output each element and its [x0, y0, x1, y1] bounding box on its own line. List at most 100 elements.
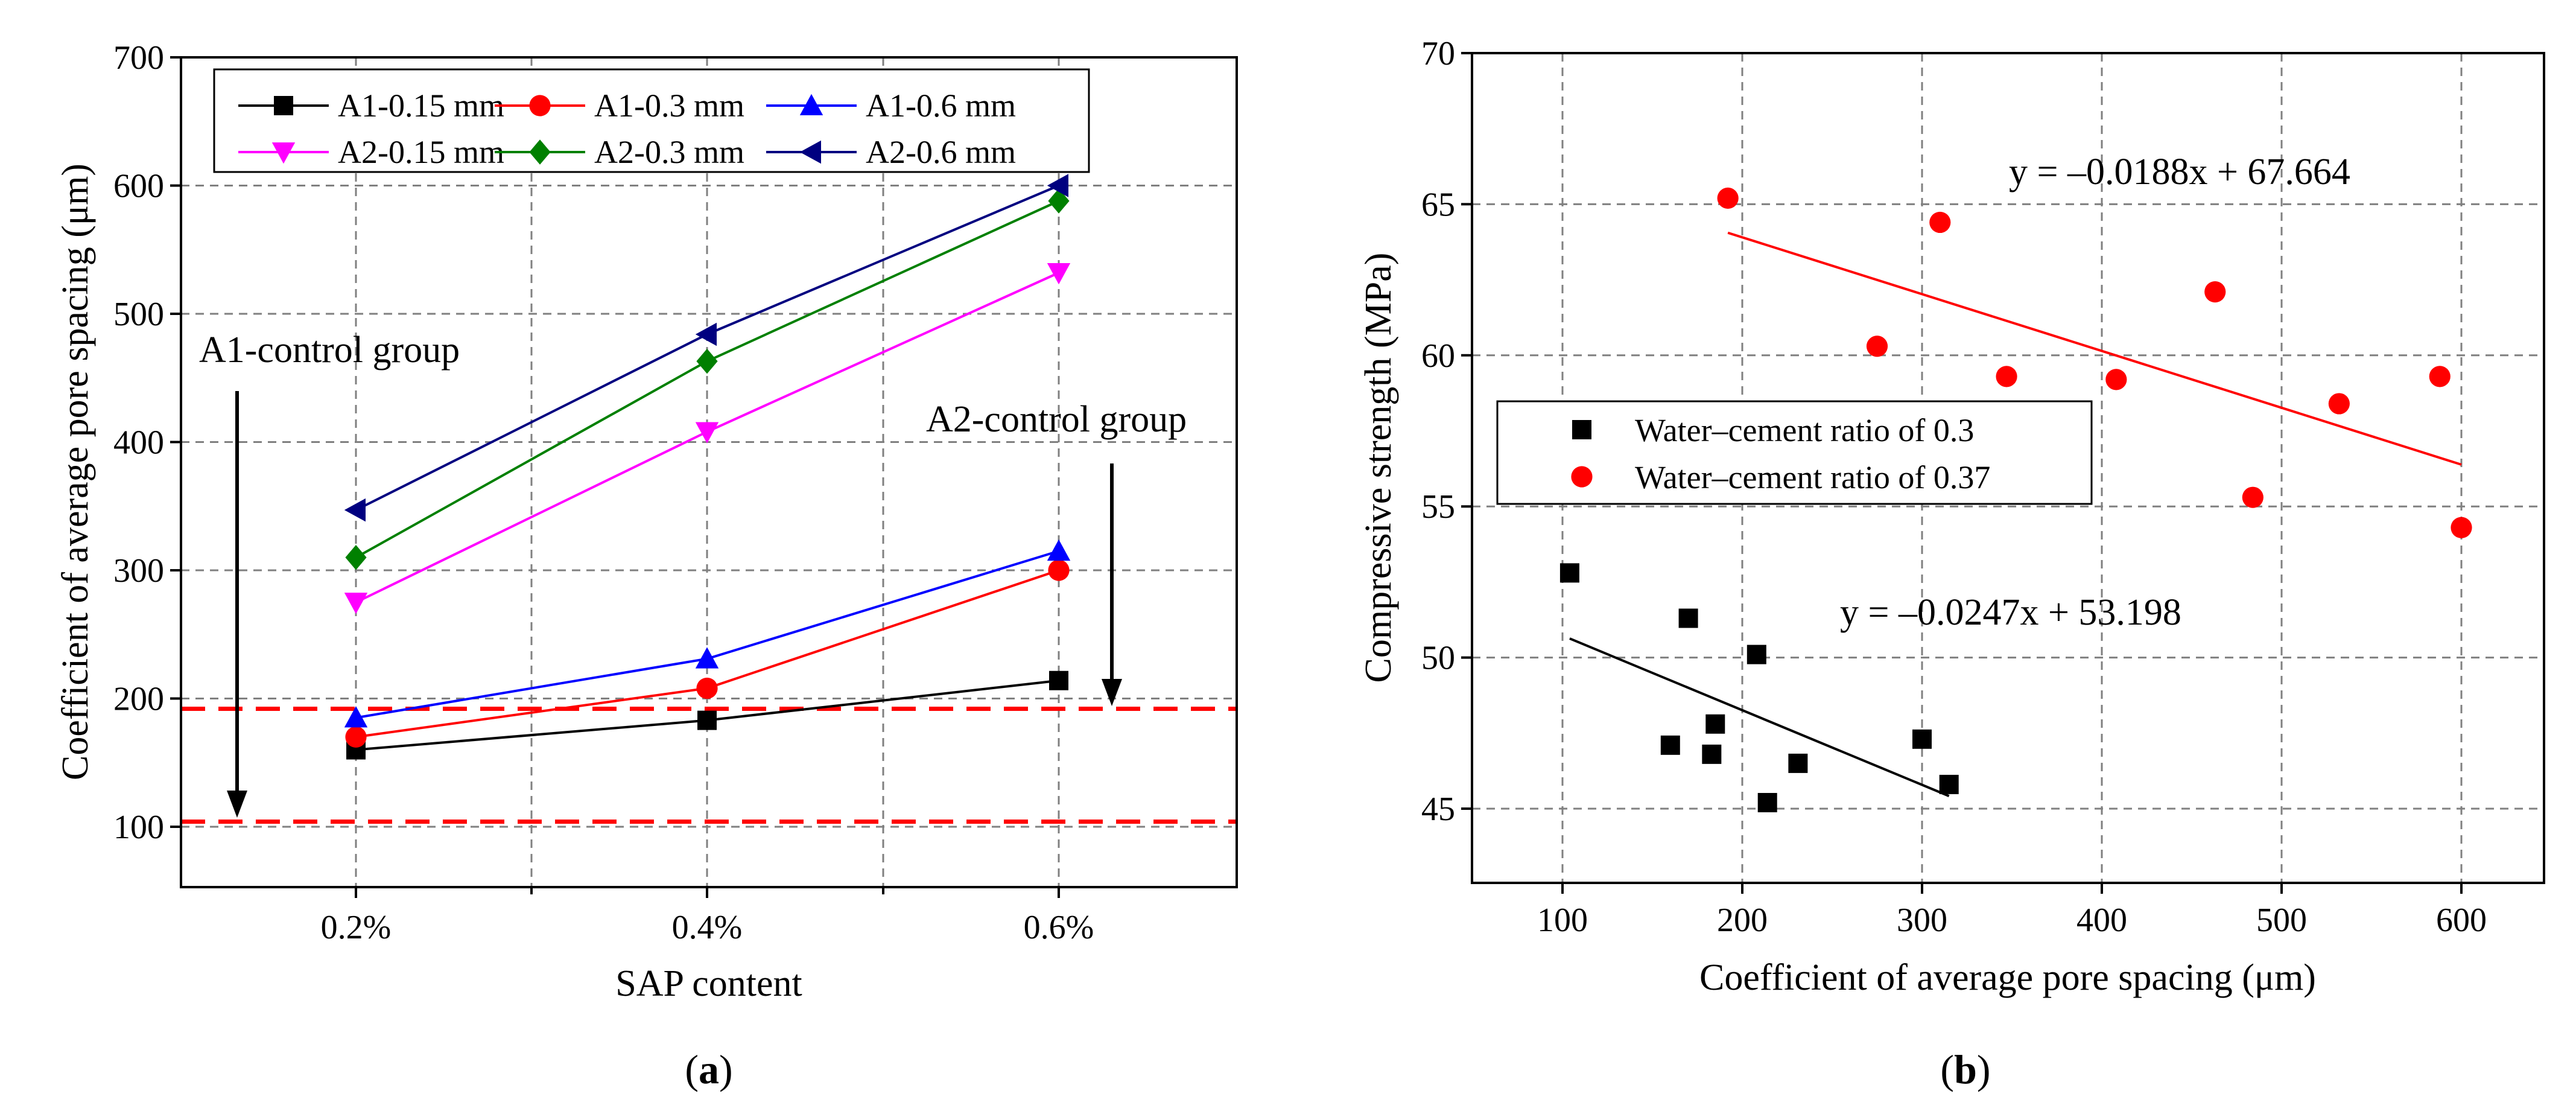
data-point — [1048, 188, 1070, 214]
data-point — [1929, 211, 1951, 234]
data-point — [1757, 792, 1777, 812]
chart-a-y-ticks: 100 200 300 400 500 600 700 — [113, 39, 181, 846]
chart-a-x-ticks: 0.2% 0.4% 0.6% — [321, 887, 1094, 946]
chart-b-y-tick-label: 60 — [1421, 337, 1455, 375]
legend-marker — [271, 142, 296, 164]
data-point — [1912, 729, 1932, 749]
series-a2-0-3-mm — [345, 188, 1070, 570]
legend-marker — [529, 95, 551, 116]
fit-line — [1727, 231, 2462, 466]
fit-equation-0-37: y = –0.0188x + 67.664 — [2009, 151, 2350, 193]
chart-b-y-tick-label: 50 — [1421, 640, 1455, 677]
legend-label: Water–cement ratio of 0.37 — [1635, 459, 1990, 495]
data-point — [1717, 187, 1739, 209]
a2-control-arrow-head — [1102, 679, 1122, 706]
series-a1-0-6-mm — [344, 539, 1071, 728]
chart-b-y-tick-label: 70 — [1421, 35, 1455, 72]
legend-label: A1-0.15 mm — [338, 88, 504, 124]
chart-a-series — [344, 174, 1071, 760]
chart-a-y-tick-label: 300 — [113, 552, 164, 590]
data-point — [1049, 670, 1068, 690]
chart-b-plot-frame — [1471, 52, 2545, 884]
chart-b-y-tick-label: 65 — [1421, 186, 1455, 223]
data-point — [1660, 735, 1680, 755]
data-point — [2242, 486, 2264, 508]
chart-a-panel-letter: a — [699, 1046, 719, 1092]
chart-b-x-axis-title: Coefficient of average pore spacing (μm) — [1699, 957, 2316, 998]
legend-label: A1-0.3 mm — [594, 88, 744, 124]
data-point — [2204, 281, 2226, 303]
legend-marker — [799, 140, 821, 164]
legend-label: A2-0.15 mm — [338, 134, 504, 170]
data-point — [344, 498, 366, 522]
data-point — [1866, 336, 1888, 357]
data-point — [1746, 645, 1766, 664]
chart-b-panel-letter: b — [1954, 1046, 1977, 1092]
legend-label: A1-0.6 mm — [866, 88, 1016, 124]
data-point — [1702, 744, 1722, 764]
data-point — [695, 647, 719, 669]
chart-b-series — [1559, 187, 2472, 812]
chart-a-reference-lines — [181, 707, 1237, 824]
fit-equation-0-3: y = –0.0247x + 53.198 — [1840, 592, 2181, 633]
chart-b-x-ticks: 100 200 300 400 500 600 — [1537, 883, 2487, 939]
data-point — [696, 348, 718, 374]
chart-a-y-tick-label: 400 — [113, 424, 164, 462]
data-point — [695, 422, 719, 444]
data-point — [344, 593, 368, 614]
chart-a-y-tick-label: 100 — [113, 809, 164, 846]
data-point — [345, 544, 367, 570]
chart-a-panel-label: (a) — [685, 1046, 732, 1092]
legend-marker — [799, 94, 823, 115]
chart-b-y-tick-label: 55 — [1421, 488, 1455, 526]
legend-label: Water–cement ratio of 0.3 — [1635, 412, 1974, 448]
legend-marker — [274, 96, 293, 115]
chart-a: 100 200 300 400 500 600 700 0.2% 0.4% 0.6% SAP c… — [55, 39, 1238, 1092]
chart-a-y-tick-label: 600 — [113, 168, 164, 205]
chart-a-plot-frame — [180, 56, 1238, 888]
legend-marker — [529, 139, 551, 165]
data-point — [1559, 563, 1579, 583]
a1-control-group-label: A1-control group — [199, 329, 460, 371]
series-water-cement-ratio-of-0-37 — [1717, 187, 2472, 538]
data-point — [697, 710, 717, 730]
data-point — [344, 706, 368, 728]
chart-a-y-tick-label: 700 — [113, 39, 164, 77]
chart-a-x-tick-label: 0.4% — [672, 909, 743, 946]
series-water-cement-ratio-of-0-3 — [1559, 563, 1959, 812]
data-point — [1996, 366, 2017, 387]
data-point — [696, 677, 718, 699]
legend-marker — [1571, 466, 1593, 488]
data-point — [2429, 366, 2451, 387]
data-point — [2451, 517, 2472, 538]
data-point — [1047, 539, 1071, 561]
legend-label: A2-0.6 mm — [866, 134, 1016, 170]
data-point — [2105, 369, 2127, 390]
chart-a-x-axis-title: SAP content — [615, 963, 802, 1004]
fit-line — [1569, 637, 1950, 797]
series-a2-0-6-mm — [344, 174, 1068, 522]
legend-marker — [1572, 420, 1591, 439]
chart-b: 45 50 55 60 65 70 100 200 300 400 500 600 Coeffici… — [1358, 35, 2545, 1092]
chart-b-x-tick-label: 400 — [2076, 902, 2127, 939]
chart-b-y-tick-label: 45 — [1421, 791, 1455, 828]
data-point — [1047, 174, 1068, 197]
chart-b-x-tick-label: 100 — [1537, 902, 1588, 939]
chart-a-x-tick-label: 0.6% — [1024, 909, 1094, 946]
chart-b-legend-box — [1496, 400, 2093, 505]
chart-a-y-axis-title: Coefficient of average pore spacing (μm) — [55, 164, 96, 780]
chart-b-y-ticks: 45 50 55 60 65 70 — [1421, 35, 1472, 828]
series-a1-0-3-mm — [345, 559, 1070, 748]
chart-b-x-tick-label: 200 — [1717, 902, 1768, 939]
data-point — [345, 726, 367, 748]
chart-a-y-tick-label: 200 — [113, 681, 164, 718]
a2-control-group-label: A2-control group — [926, 399, 1187, 440]
chart-a-legend-box — [213, 68, 1090, 173]
chart-a-y-tick-label: 500 — [113, 296, 164, 333]
data-point — [1705, 714, 1725, 734]
data-point — [1678, 608, 1698, 628]
chart-a-x-tick-label: 0.2% — [321, 909, 392, 946]
data-point — [1939, 774, 1959, 794]
data-point — [1047, 263, 1071, 285]
